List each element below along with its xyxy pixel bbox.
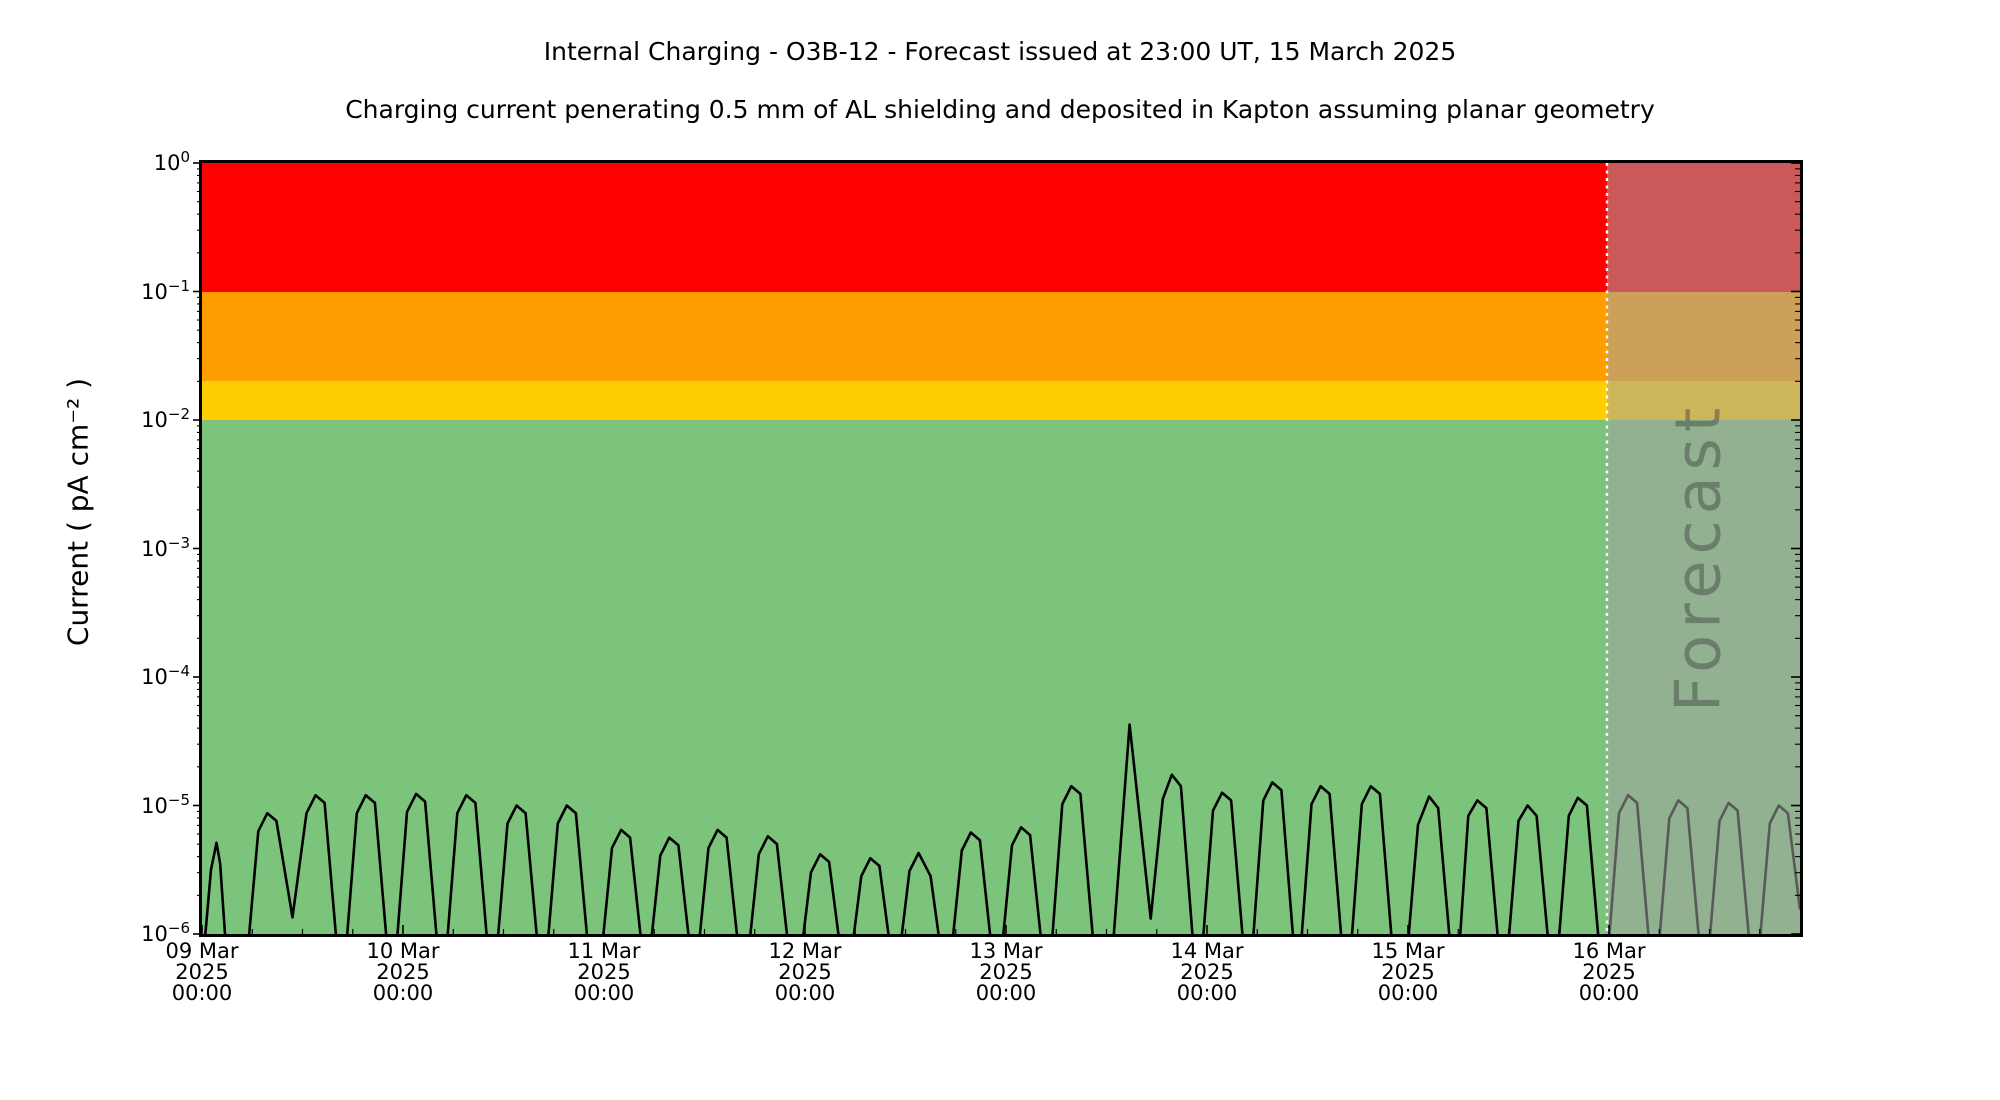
y-tick-label-1e-5: 10−5 [141, 790, 190, 818]
x-tick-label-09-mar: 09 Mar 2025 00:00 [165, 939, 239, 1005]
y-tick-label-1e-6: 10−6 [141, 919, 190, 946]
x-tick-label-10-mar: 10 Mar 2025 00:00 [366, 939, 440, 1005]
y-tick-label-1e-2: 10−2 [141, 405, 190, 432]
chart-title: Internal Charging - O3B-12 - Forecast is… [543, 37, 1457, 66]
y-tick-label-1e-4: 10−4 [141, 662, 190, 689]
y-tick-label-1e0: 100 [153, 148, 190, 175]
x-tick-label-15-mar: 15 Mar 2025 00:00 [1371, 939, 1445, 1005]
charging-current-line [204, 723, 1800, 934]
charging-current-curve [204, 723, 1800, 934]
x-tick-label-12-mar: 12 Mar 2025 00:00 [768, 939, 842, 1005]
x-tick-label-14-mar: 14 Mar 2025 00:00 [1170, 939, 1244, 1005]
chart-subtitle: Charging current penerating 0.5 mm of AL… [345, 95, 1655, 124]
x-tick-label-11-mar: 11 Mar 2025 00:00 [567, 939, 641, 1005]
x-tick-label-13-mar: 13 Mar 2025 00:00 [969, 939, 1043, 1005]
y-axis-label-text: Current ( pA cm⁻² ) [61, 377, 95, 647]
forecast-watermark-text: Forecast [1661, 401, 1735, 713]
x-tick-label-16-mar: 16 Mar 2025 00:00 [1572, 939, 1646, 1005]
y-tick-label-1e-3: 10−3 [141, 533, 190, 561]
y-tick-label-1e-1: 10−1 [141, 276, 190, 304]
